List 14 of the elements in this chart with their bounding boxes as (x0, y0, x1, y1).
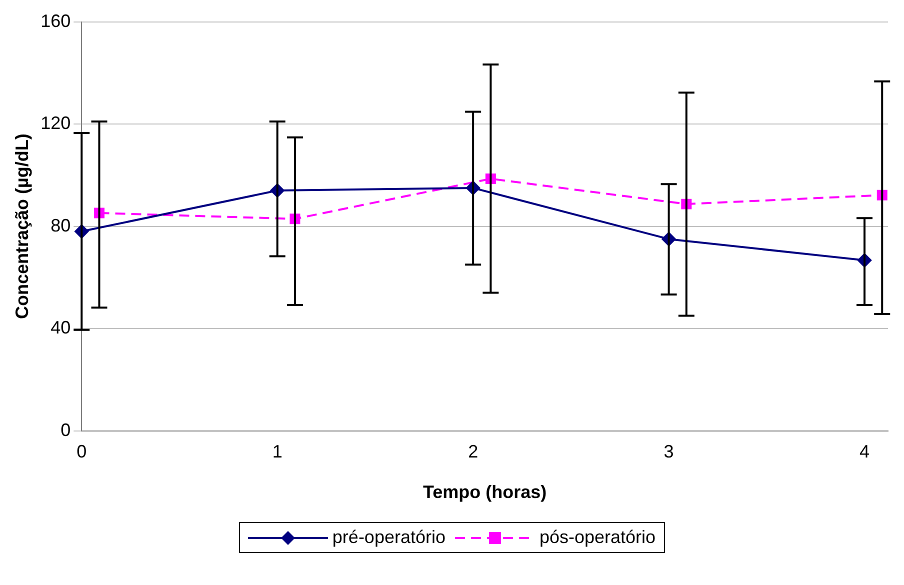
legend-label: pré-operatório (332, 527, 446, 548)
y-axis-title: Concentração (µg/dL) (12, 134, 32, 319)
y-tick-label: 120 (40, 113, 71, 134)
x-tick-label: 0 (76, 442, 87, 462)
x-tick-label: 4 (860, 442, 870, 462)
x-tick-label: 3 (664, 442, 674, 462)
y-tick-label: 80 (50, 215, 71, 236)
y-tick-label: 40 (50, 318, 71, 338)
y-tick-label: 0 (60, 420, 71, 440)
y-tick-label: 160 (40, 10, 71, 31)
legend-label: pós-operatório (539, 527, 656, 548)
x-tick-label: 1 (272, 442, 282, 462)
x-axis-title: Tempo (horas) (422, 482, 547, 502)
x-tick-label: 2 (468, 442, 478, 462)
